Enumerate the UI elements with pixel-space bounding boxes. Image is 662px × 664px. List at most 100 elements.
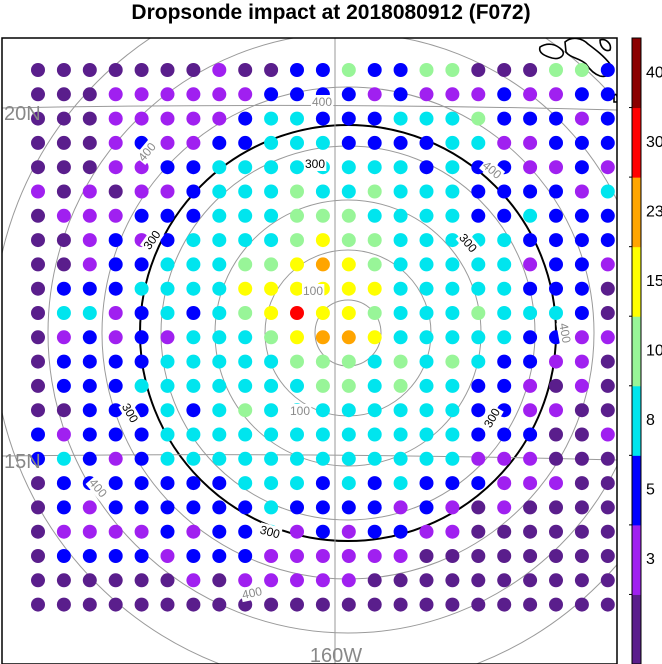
range-ring-label-background — [239, 583, 265, 603]
dropsonde-point — [290, 476, 304, 491]
dropsonde-point — [600, 330, 615, 345]
dropsonde-point — [445, 330, 460, 345]
dropsonde-point — [549, 135, 563, 150]
dropsonde-point — [497, 500, 512, 515]
dropsonde-point — [160, 63, 175, 77]
dropsonde-point — [471, 281, 486, 296]
dropsonde-point — [108, 281, 123, 296]
dropsonde-point — [523, 111, 538, 126]
dropsonde-point — [108, 87, 123, 102]
dropsonde-point — [160, 549, 175, 563]
dropsonde-point — [419, 451, 434, 466]
dropsonde-point — [497, 87, 512, 102]
dropsonde-point — [367, 306, 382, 320]
dropsonde-point — [212, 160, 227, 175]
dropsonde-point — [445, 306, 460, 320]
dropsonde-point — [549, 160, 563, 175]
dropsonde-point — [497, 524, 512, 539]
dropsonde-point — [367, 135, 382, 150]
dropsonde-point — [212, 500, 227, 515]
dropsonde-point — [82, 281, 97, 296]
dropsonde-point — [212, 476, 227, 491]
dropsonde-point — [341, 354, 356, 369]
dropsonde-point — [549, 233, 563, 248]
dropsonde-point — [315, 403, 330, 418]
dropsonde-point — [445, 549, 460, 563]
dropsonde-point — [56, 330, 71, 345]
dropsonde-point — [264, 451, 279, 466]
dropsonde-point — [574, 573, 589, 588]
range-ring-label-background — [118, 399, 142, 427]
dropsonde-point — [549, 63, 563, 77]
dropsonde-point — [497, 476, 512, 491]
dropsonde-point — [367, 451, 382, 466]
dropsonde-point — [445, 354, 460, 369]
dropsonde-point — [549, 500, 563, 515]
dropsonde-point — [471, 500, 486, 515]
dropsonde-point — [238, 63, 253, 77]
dropsonde-point — [134, 184, 149, 199]
dropsonde-point — [238, 549, 253, 563]
dropsonde-point — [186, 549, 201, 563]
dropsonde-point — [238, 330, 253, 345]
dropsonde-point — [290, 233, 304, 248]
dropsonde-point — [471, 573, 486, 588]
dropsonde-point — [341, 111, 356, 126]
dropsonde-point — [108, 549, 123, 563]
range-ring-label-background — [303, 157, 327, 171]
dropsonde-point — [574, 160, 589, 175]
dropsonde-point — [549, 476, 563, 491]
dropsonde-point — [471, 378, 486, 393]
dropsonde-point — [238, 427, 253, 442]
dropsonde-point — [56, 500, 71, 515]
dropsonde-point — [290, 281, 304, 296]
dropsonde-point — [290, 330, 304, 345]
dropsonde-point — [341, 403, 356, 418]
dropsonde-point — [549, 451, 563, 466]
dropsonde-point — [574, 378, 589, 393]
dropsonde-point — [264, 184, 279, 199]
dropsonde-point — [82, 184, 97, 199]
dropsonde-point — [315, 330, 330, 345]
dropsonde-point — [600, 208, 615, 223]
dropsonde-point — [212, 573, 227, 588]
dropsonde-point — [315, 208, 330, 223]
dropsonde-point — [523, 330, 538, 345]
range-ring-label-background — [455, 230, 481, 257]
dropsonde-point — [238, 354, 253, 369]
dropsonde-point — [419, 257, 434, 272]
dropsonde-point — [393, 257, 408, 272]
range-ring-label: 300 — [305, 157, 325, 171]
dropsonde-point — [471, 427, 486, 442]
dropsonde-point — [212, 87, 227, 102]
dropsonde-point — [367, 476, 382, 491]
dropsonde-point — [108, 500, 123, 515]
dropsonde-point — [341, 330, 356, 345]
dropsonde-point — [238, 524, 253, 539]
colorbar-tick-label: 40 — [646, 64, 662, 81]
range-ring — [47, 38, 617, 634]
dropsonde-point — [238, 451, 253, 466]
dropsonde-point — [56, 549, 71, 563]
dropsonde-point — [134, 257, 149, 272]
dropsonde-point — [108, 111, 123, 126]
dropsonde-point — [367, 549, 382, 563]
dropsonde-point — [56, 451, 71, 466]
dropsonde-point — [497, 549, 512, 563]
dropsonde-point — [549, 378, 563, 393]
dropsonde-point — [31, 451, 45, 466]
dropsonde-point — [212, 233, 227, 248]
dropsonde-point — [600, 354, 615, 369]
dropsonde-point — [160, 500, 175, 515]
dropsonde-point — [160, 233, 175, 248]
dropsonde-point — [549, 184, 563, 199]
dropsonde-point — [497, 330, 512, 345]
dropsonde-point — [574, 184, 589, 199]
dropsonde-point — [82, 403, 97, 418]
colorbar-tick-label: 30 — [646, 134, 662, 151]
dropsonde-point — [367, 427, 382, 442]
dropsonde-point — [56, 63, 71, 77]
dropsonde-point — [186, 63, 201, 77]
dropsonde-point — [600, 135, 615, 150]
dropsonde-point — [445, 63, 460, 77]
